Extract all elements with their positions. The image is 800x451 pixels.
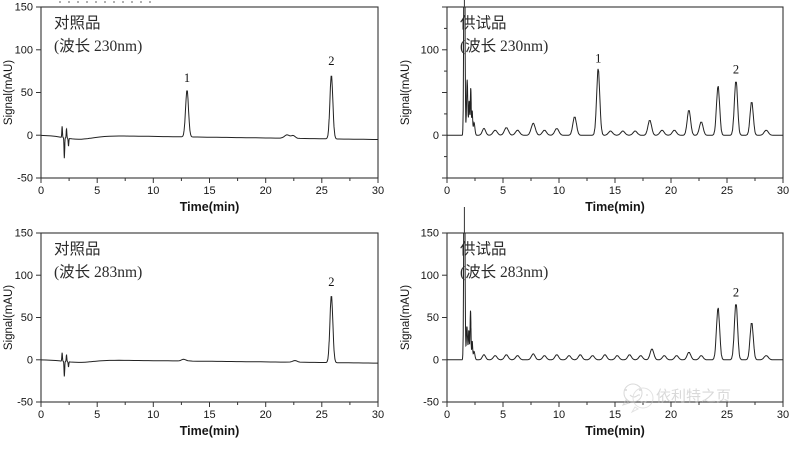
svg-text:供试品: 供试品 [460,240,507,258]
svg-text:-50: -50 [17,173,33,185]
svg-text:0: 0 [433,130,439,142]
svg-text:20: 20 [260,185,272,197]
svg-text:5: 5 [500,409,506,421]
svg-text:Signal(mAU): Signal(mAU) [3,60,15,125]
svg-text:15: 15 [203,409,215,421]
svg-text:2: 2 [733,285,739,299]
svg-text:Time(min): Time(min) [180,200,240,214]
svg-text:(波长 230nm): (波长 230nm) [460,37,548,55]
svg-text:5: 5 [94,185,100,197]
svg-text:150: 150 [421,228,439,240]
svg-text:0: 0 [38,409,44,421]
svg-text:100: 100 [15,270,33,282]
svg-text:-50: -50 [423,397,439,409]
svg-text:2: 2 [328,275,334,289]
svg-text:Time(min): Time(min) [180,424,240,438]
svg-text:25: 25 [721,409,733,421]
svg-text:(波长 283nm): (波长 283nm) [460,263,548,281]
svg-text:5: 5 [500,185,506,197]
svg-text:10: 10 [553,185,565,197]
svg-text:100: 100 [15,45,33,57]
svg-text:Time(min): Time(min) [585,200,645,214]
svg-text:0: 0 [444,409,450,421]
svg-text:供试品: 供试品 [460,14,507,32]
svg-text:20: 20 [665,185,677,197]
svg-text:15: 15 [203,185,215,197]
svg-text:Signal(mAU): Signal(mAU) [3,285,15,350]
svg-text:5: 5 [94,409,100,421]
svg-text:150: 150 [15,2,33,14]
svg-text:100: 100 [421,270,439,282]
svg-text:30: 30 [777,185,789,197]
svg-text:Time(min): Time(min) [585,424,645,438]
svg-text:0: 0 [444,185,450,197]
svg-text:Signal(mAU): Signal(mAU) [400,285,412,350]
svg-text:1: 1 [184,71,190,85]
svg-text:20: 20 [665,409,677,421]
svg-text:2: 2 [733,63,739,77]
svg-text:(波长 230nm): (波长 230nm) [54,37,142,55]
svg-text:依利特之页: 依利特之页 [656,388,731,405]
svg-text:25: 25 [316,185,328,197]
svg-text:对照品: 对照品 [54,240,101,258]
svg-text:15: 15 [609,409,621,421]
svg-text:30: 30 [372,185,384,197]
svg-text:0: 0 [38,185,44,197]
svg-text:Signal(mAU): Signal(mAU) [400,60,412,125]
svg-text:-50: -50 [17,397,33,409]
svg-text:50: 50 [427,312,439,324]
svg-text:对照品: 对照品 [54,14,101,32]
svg-text:50: 50 [21,312,33,324]
svg-text:10: 10 [147,185,159,197]
svg-text:25: 25 [316,409,328,421]
svg-text:30: 30 [777,409,789,421]
svg-text:30: 30 [372,409,384,421]
svg-text:50: 50 [21,87,33,99]
svg-text:100: 100 [421,45,439,57]
svg-text:1: 1 [595,52,601,66]
svg-text:20: 20 [260,409,272,421]
svg-text:15: 15 [609,185,621,197]
svg-text:10: 10 [147,409,159,421]
svg-text:2: 2 [328,54,334,68]
svg-text:0: 0 [433,354,439,366]
svg-text:10: 10 [553,409,565,421]
svg-text:25: 25 [721,185,733,197]
svg-text:0: 0 [27,354,33,366]
svg-text:(波长 283nm): (波长 283nm) [54,263,142,281]
svg-text:150: 150 [15,228,33,240]
svg-text:0: 0 [27,130,33,142]
